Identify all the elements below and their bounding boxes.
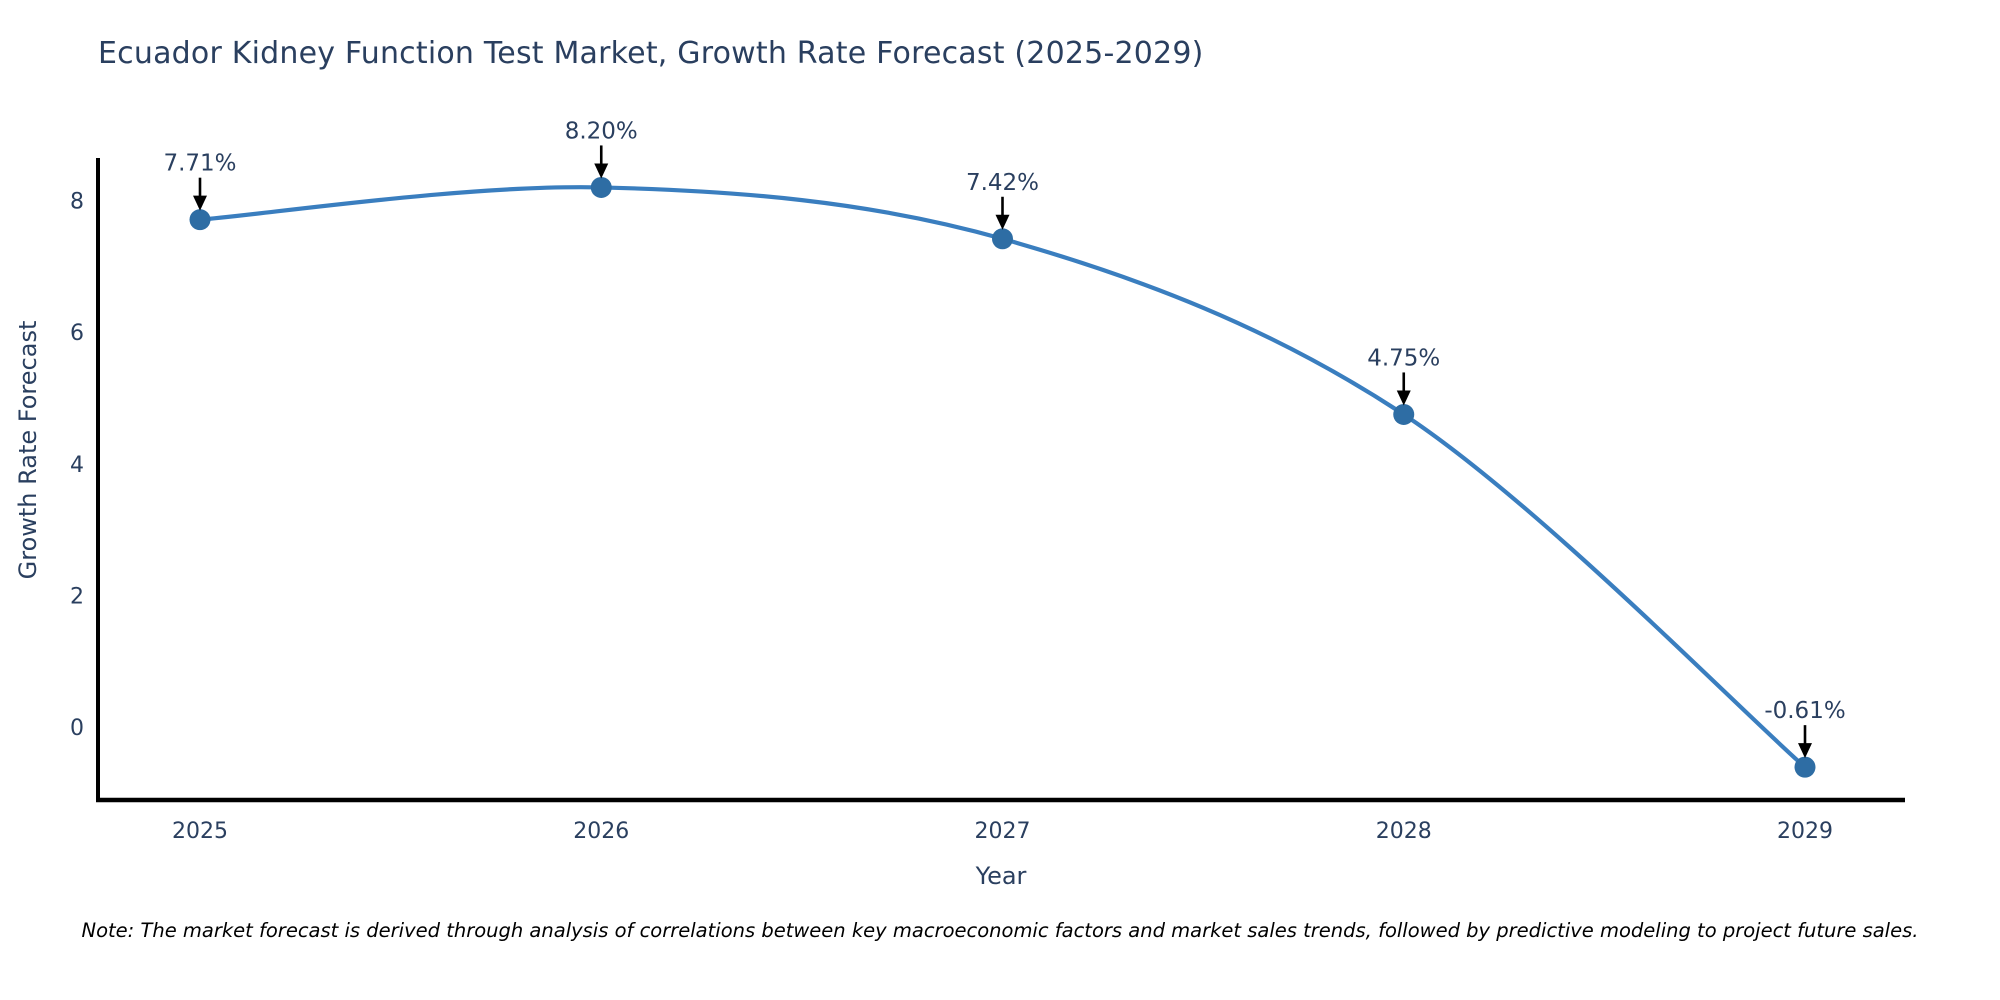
chart-title: Ecuador Kidney Function Test Market, Gro… — [98, 36, 1204, 71]
data-point-2026[interactable] — [590, 176, 612, 198]
x-tick-label: 2027 — [975, 819, 1031, 844]
forecast-line — [197, 185, 1808, 770]
y-tick-label: 8 — [70, 190, 84, 215]
annotation-label: 7.42% — [966, 170, 1039, 196]
annotation-arrowhead-icon — [995, 214, 1010, 230]
data-point-2029[interactable] — [1794, 756, 1816, 778]
x-tick-label: 2028 — [1376, 819, 1432, 844]
data-point-2028[interactable] — [1393, 403, 1415, 425]
x-tick-label: 2026 — [573, 819, 629, 844]
x-axis-title: Year — [975, 862, 1027, 890]
data-point-2025[interactable] — [189, 209, 211, 231]
annotation-label: 7.71% — [163, 151, 236, 177]
annotation-arrowhead-icon — [1396, 390, 1411, 406]
x-tick-label: 2025 — [172, 819, 228, 844]
annotation-arrowhead-icon — [594, 163, 609, 179]
annotation-label: -0.61% — [1764, 698, 1845, 724]
y-tick-label: 0 — [70, 716, 84, 741]
annotation-arrowhead-icon — [193, 195, 207, 211]
annotation-label: 4.75% — [1367, 345, 1440, 371]
annotation-label: 8.20% — [565, 118, 638, 144]
y-tick-label: 6 — [70, 321, 84, 346]
x-tick-label: 2029 — [1777, 819, 1833, 844]
data-point-2027[interactable] — [992, 228, 1013, 250]
y-tick-label: 4 — [70, 453, 84, 478]
footnote: Note: The market forecast is derived thr… — [81, 919, 1919, 942]
y-tick-label: 2 — [70, 584, 84, 609]
annotation-arrowhead-icon — [1798, 743, 1812, 759]
